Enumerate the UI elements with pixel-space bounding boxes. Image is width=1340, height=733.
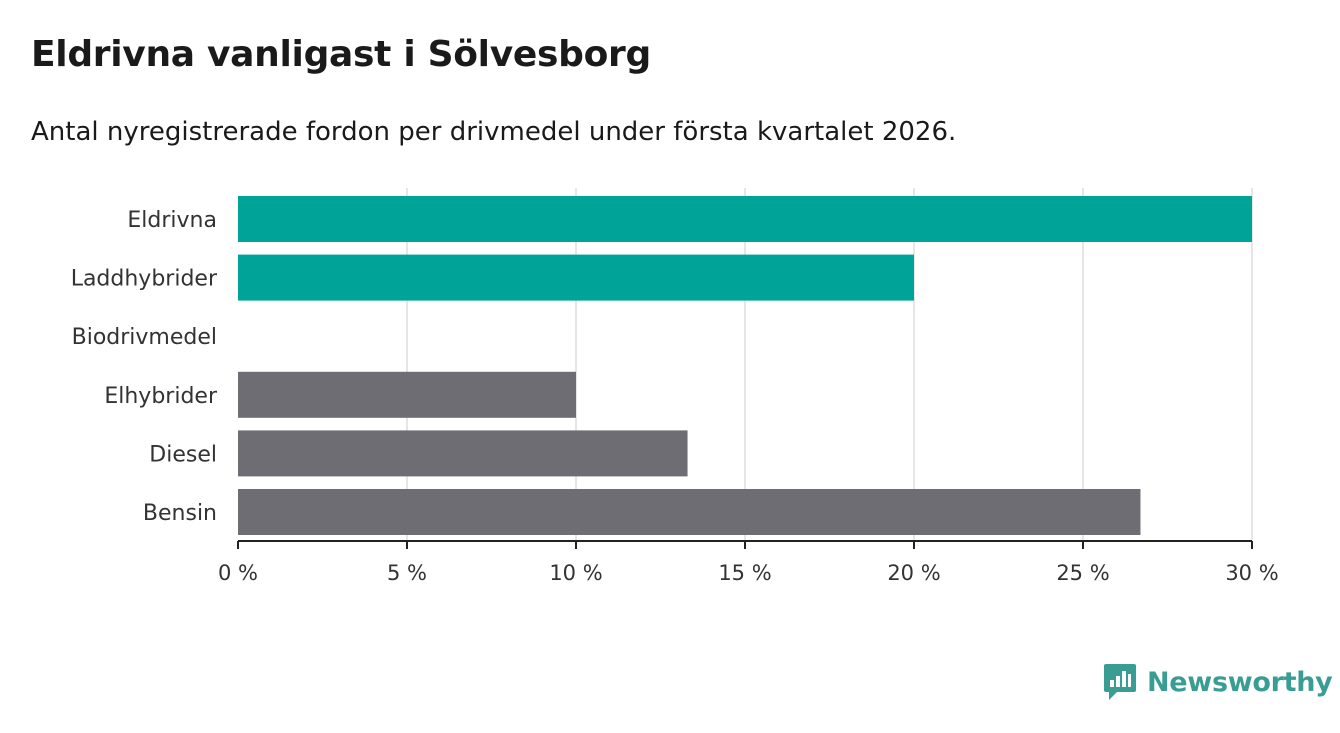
category-label: Laddhybrider: [71, 267, 218, 292]
brand-logo: Newsworthy: [1103, 662, 1333, 702]
bar-laddhybrider: [238, 254, 914, 301]
x-tick-label: 10 %: [549, 561, 602, 585]
chart-subtitle: Antal nyregistrerade fordon per drivmede…: [31, 117, 957, 147]
bar-eldrivna: [238, 196, 1252, 242]
category-label: Eldrivna: [127, 208, 217, 233]
newsworthy-logo-icon: [1104, 664, 1136, 700]
x-tick-label: 30 %: [1225, 561, 1278, 585]
x-tick-label: 5 %: [387, 561, 427, 585]
brand-name: Newsworthy: [1147, 666, 1333, 698]
x-tick-label: 0 %: [218, 561, 258, 585]
bar-elhybrider: [238, 371, 576, 418]
x-axis: 0 % 5 % 10 % 15 % 20 % 25 % 30 %: [218, 540, 1279, 585]
x-tick-label: 15 %: [718, 561, 771, 585]
x-tick-label: 20 %: [887, 561, 940, 585]
category-label: Diesel: [149, 442, 217, 467]
bar-bensin: [238, 489, 1141, 535]
category-label: Biodrivmedel: [72, 325, 217, 350]
category-labels: Eldrivna Laddhybrider Biodrivmedel Elhybrid…: [71, 208, 218, 526]
grid-lines: [406, 188, 1253, 540]
category-label: Bensin: [143, 501, 217, 526]
bar-diesel: [238, 430, 688, 477]
bars: [238, 196, 1252, 535]
category-label: Elhybrider: [104, 384, 218, 409]
chart-title: Eldrivna vanligast i Sölvesborg: [31, 34, 651, 75]
x-tick-label: 25 %: [1056, 561, 1109, 585]
